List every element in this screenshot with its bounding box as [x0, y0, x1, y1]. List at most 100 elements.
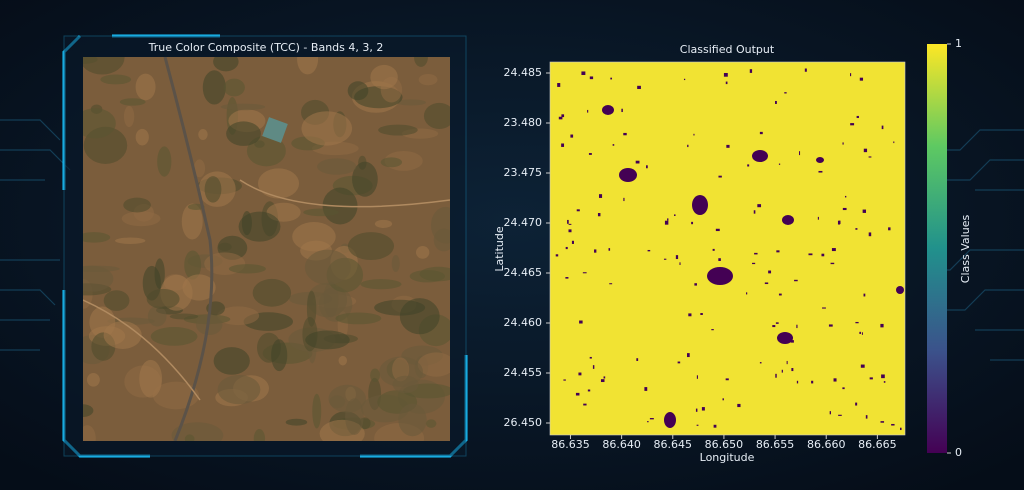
terrain-patch: [246, 135, 286, 167]
y-tick-label: 24.485: [504, 66, 543, 79]
class-0-speck: [588, 153, 592, 155]
class-0-speck: [799, 151, 801, 156]
class-0-speck: [583, 403, 587, 406]
class-0-speck: [571, 240, 574, 244]
class-0-speck: [764, 282, 769, 285]
class-0-speck: [695, 408, 698, 412]
class-0-speck: [855, 402, 858, 406]
class-0-speck: [784, 92, 787, 94]
class-0-speck: [565, 246, 568, 250]
y-tick-label: 24.470: [504, 216, 543, 229]
terrain-patch: [285, 418, 308, 426]
terrain-patch: [301, 111, 353, 146]
class-0-speck: [775, 322, 779, 324]
x-axis-label: Longitude: [700, 451, 755, 464]
class-0-speck: [833, 378, 837, 382]
class-0-speck: [893, 141, 895, 144]
class-0-speck: [880, 323, 884, 328]
class-0-speck: [891, 423, 895, 426]
terrain-patch: [184, 250, 202, 280]
y-tick-label: 26.450: [504, 416, 543, 429]
terrain-patch: [374, 219, 393, 228]
terrain-patch: [220, 103, 266, 111]
class-0-blob: [777, 332, 793, 344]
terrain-patch: [218, 242, 232, 251]
terrain-patch: [396, 99, 426, 106]
y-tick-label: 24.465: [504, 266, 543, 279]
terrain-patch: [312, 393, 322, 429]
class-0-speck: [790, 340, 794, 343]
class-0-speck: [759, 362, 762, 364]
terrain-patch: [86, 372, 100, 387]
class-0-speck: [636, 358, 639, 361]
class-0-speck: [737, 403, 741, 408]
x-tick-label: 86.660: [807, 438, 846, 451]
class-0-speck: [576, 209, 580, 212]
class-0-speck: [880, 421, 885, 423]
terrain-patch: [409, 270, 446, 283]
class-0-speck: [612, 144, 615, 146]
class-0-speck: [868, 232, 872, 237]
terrain-patch: [238, 211, 281, 242]
x-tick-label: 86.665: [858, 438, 897, 451]
class-0-speck: [881, 125, 884, 130]
colorbar: [927, 44, 947, 453]
plot-title: Classified Output: [680, 43, 775, 56]
terrain-patch: [204, 176, 222, 203]
class-0-speck: [603, 376, 606, 379]
class-0-speck: [700, 313, 703, 315]
class-0-speck: [881, 374, 885, 379]
terrain-patch: [135, 128, 149, 146]
class-0-speck: [768, 270, 772, 274]
class-0-speck: [696, 375, 698, 379]
class-0-speck: [747, 164, 750, 167]
colorbar-tick-label: 1: [955, 37, 962, 50]
terrain-patch: [83, 265, 114, 292]
terrain-patch: [150, 327, 198, 346]
class-0-speck: [753, 210, 756, 214]
terrain-patch: [187, 203, 205, 210]
x-tick-label: 86.655: [756, 438, 795, 451]
terrain-patch: [169, 313, 199, 320]
class-0-regions: [555, 68, 904, 431]
class-0-speck: [694, 283, 697, 286]
class-0-speck: [776, 250, 780, 253]
class-0-speck: [818, 170, 823, 173]
class-0-speck: [621, 108, 623, 113]
terrain-patch: [193, 159, 206, 178]
class-0-speck: [831, 248, 836, 252]
colorbar-tick-label: 0: [955, 446, 962, 459]
class-0-speck: [863, 148, 868, 153]
class-0-speck: [688, 313, 692, 317]
class-0-speck: [722, 398, 724, 401]
terrain-patch: [345, 398, 364, 435]
terrain-patch: [323, 281, 339, 318]
class-0-speck: [687, 144, 689, 148]
terrain-patch: [157, 146, 172, 177]
class-0-speck: [600, 379, 605, 383]
class-0-speck: [623, 197, 625, 202]
x-tick-label: 86.635: [551, 438, 590, 451]
y-axis-label: Latitude: [493, 226, 506, 272]
class-0-speck: [778, 293, 782, 296]
terrain-patch: [415, 245, 430, 259]
class-0-speck: [647, 249, 651, 252]
terrain-patch: [392, 357, 410, 382]
class-0-speck: [683, 78, 686, 81]
terrain-patch: [103, 290, 130, 311]
terrain-patch: [433, 228, 450, 252]
terrain-patch: [370, 368, 380, 382]
terrain-patch: [304, 249, 351, 285]
terrain-patch: [253, 429, 266, 441]
class-0-speck: [582, 272, 587, 274]
class-0-speck: [842, 207, 847, 211]
terrain-patch: [123, 105, 135, 128]
class-0-speck: [568, 223, 572, 225]
class-0-speck: [775, 373, 777, 378]
class-0-speck: [838, 414, 842, 416]
y-tick-label: 23.475: [504, 166, 543, 179]
terrain-patch: [115, 237, 146, 244]
terrain-patch: [418, 74, 438, 86]
class-0-speck: [817, 216, 819, 220]
class-0-speck: [828, 324, 833, 327]
